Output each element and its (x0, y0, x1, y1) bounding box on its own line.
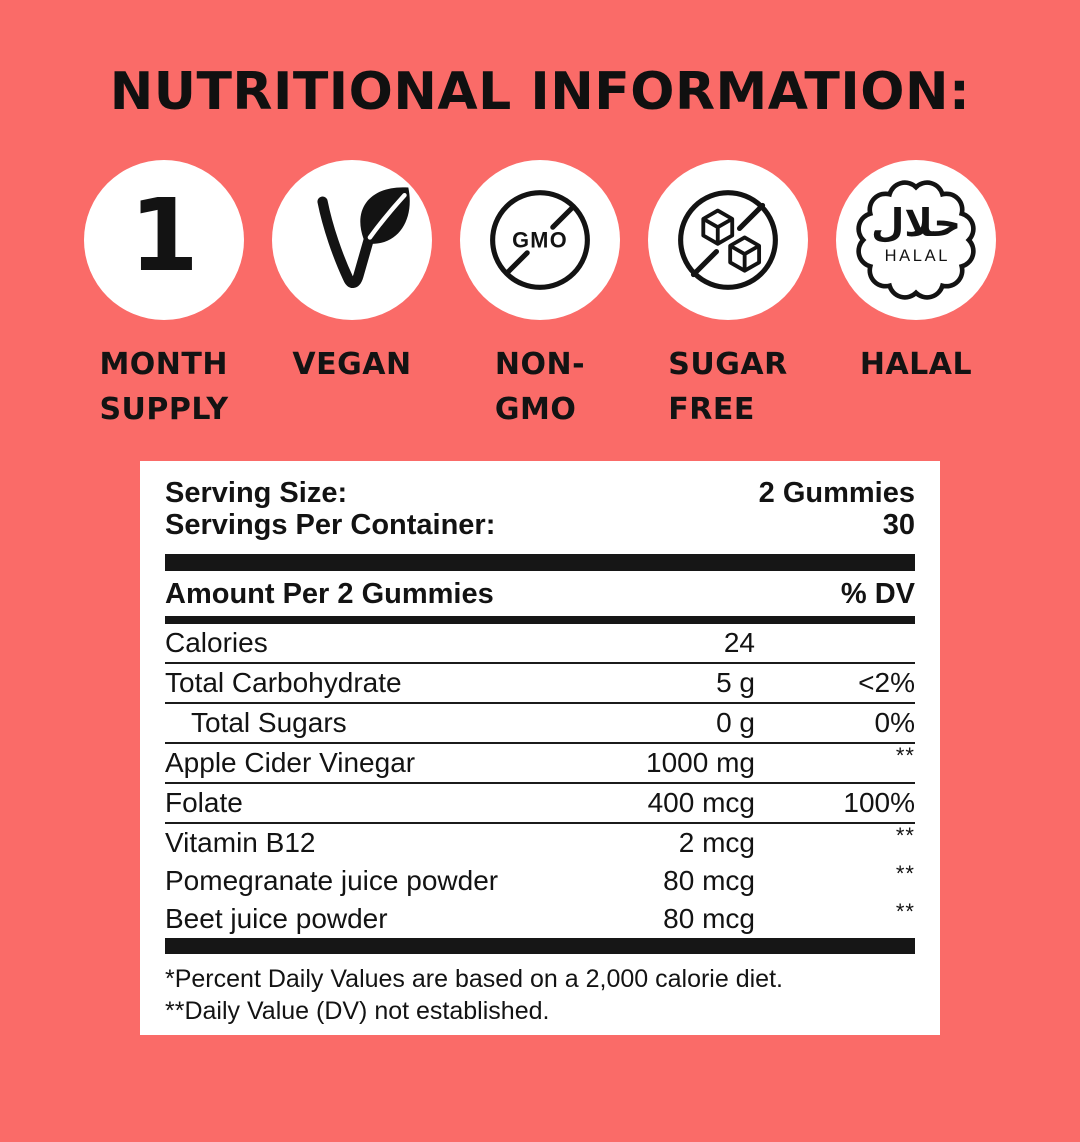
table-row: Apple Cider Vinegar 1000 mg ** (165, 743, 915, 784)
divider-bar-header (165, 616, 915, 624)
badge-circle: 1 (84, 160, 244, 320)
one-icon: 1 (129, 177, 199, 294)
nutrient-amount: 1000 mg (646, 747, 755, 778)
badge-label-month-supply: MONTH SUPPLY (99, 347, 229, 427)
servings-per-container-label: Servings Per Container: (165, 509, 496, 541)
table-row: Vitamin B12 2 mcg ** (165, 823, 915, 862)
divider-bar-top (165, 554, 915, 571)
nutrient-dv: ** (895, 899, 915, 924)
table-row: Calories 24 (165, 624, 915, 664)
nutrient-dv: ** (895, 823, 915, 848)
badge-label-vegan: VEGAN (292, 347, 412, 382)
vegan-leaf-icon (317, 187, 410, 288)
nutrient-name: Vitamin B12 (165, 827, 316, 858)
badge-circle (272, 160, 432, 320)
nutrient-amount: 400 mcg (647, 787, 755, 818)
nutrition-facts-panel: Serving Size: 2 Gummies Servings Per Con… (140, 461, 940, 1035)
badge-vegan: VEGAN (266, 160, 438, 432)
nutrient-dv: ** (895, 861, 915, 886)
nutrient-amount: 2 mcg (678, 827, 755, 858)
table-header-row: Amount Per 2 Gummies % DV (165, 576, 915, 612)
servings-per-container-value: 30 (882, 509, 915, 541)
serving-size-label: Serving Size: (165, 477, 348, 509)
nutrient-name: Total Carbohydrate (165, 667, 402, 698)
non-gmo-icon: GMO (490, 190, 590, 290)
badge-month-supply: 1 MONTH SUPPLY (78, 160, 250, 432)
nutrient-name: Pomegranate juice powder (165, 865, 499, 896)
badge-circle: حلال HALAL (836, 160, 996, 320)
table-row: Total Sugars 0 g 0% (165, 704, 915, 744)
halal-latin-text: HALAL (885, 247, 950, 265)
footnotes: *Percent Daily Values are based on a 2,0… (165, 963, 915, 1027)
infographic-canvas: NUTRITIONAL INFORMATION: 1 MONTH SUPPLY … (0, 62, 1080, 1142)
nutrient-amount: 80 mcg (663, 903, 755, 934)
badges-row: 1 MONTH SUPPLY VEGAN GMO (0, 160, 1080, 432)
amount-per-header: Amount Per 2 Gummies (165, 577, 494, 610)
nutrient-name: Apple Cider Vinegar (165, 747, 416, 778)
badge-label-non-gmo: NON- GMO (494, 347, 586, 427)
nutrient-dv: 100% (843, 787, 915, 818)
servings-per-container-row: Servings Per Container: 30 (165, 509, 915, 541)
nutrient-name: Folate (165, 787, 243, 818)
nutrient-amount: 24 (723, 627, 755, 658)
nutrient-name: Beet juice powder (165, 903, 388, 934)
table-row: Beet juice powder 80 mcg ** (165, 899, 915, 938)
badge-circle (648, 160, 808, 320)
serving-size-row: Serving Size: 2 Gummies (165, 477, 915, 509)
no-sugar-icon (678, 190, 778, 290)
table-row: Pomegranate juice powder 80 mcg ** (165, 861, 915, 900)
page-title: NUTRITIONAL INFORMATION: (109, 62, 971, 122)
nutrient-dv: <2% (858, 667, 915, 698)
nutrient-amount: 80 mcg (663, 865, 755, 896)
badge-halal: حلال HALAL HALAL (830, 160, 1002, 432)
nutrient-dv: 0% (874, 707, 915, 738)
badge-label-sugar-free: SUGAR FREE (668, 347, 788, 427)
nutrient-rows: Calories 24 Total Carbohydrate 5 g <2% T… (165, 624, 915, 938)
halal-seal-icon: حلال HALAL (856, 180, 976, 300)
footnote-daily-values: *Percent Daily Values are based on a 2,0… (165, 965, 783, 993)
badge-label-halal: HALAL (859, 347, 973, 382)
footnote-dv-not-established: **Daily Value (DV) not established. (165, 997, 550, 1025)
halal-arabic-text: حلال (871, 201, 961, 246)
badge-circle: GMO (460, 160, 620, 320)
percent-dv-header: % DV (840, 577, 915, 610)
table-row: Total Carbohydrate 5 g <2% (165, 664, 915, 704)
gmo-text: GMO (512, 228, 568, 253)
nutrient-name: Total Sugars (191, 707, 347, 738)
nutrient-name: Calories (165, 627, 268, 658)
nutrient-amount: 5 g (716, 667, 755, 698)
badge-sugar-free: SUGAR FREE (642, 160, 814, 432)
badge-non-gmo: GMO NON- GMO (454, 160, 626, 432)
nutrient-amount: 0 g (716, 707, 755, 738)
divider-bar-bottom (165, 938, 915, 954)
nutrient-dv: ** (895, 743, 915, 768)
table-row: Folate 400 mcg 100% (165, 784, 915, 824)
serving-size-value: 2 Gummies (758, 477, 915, 509)
